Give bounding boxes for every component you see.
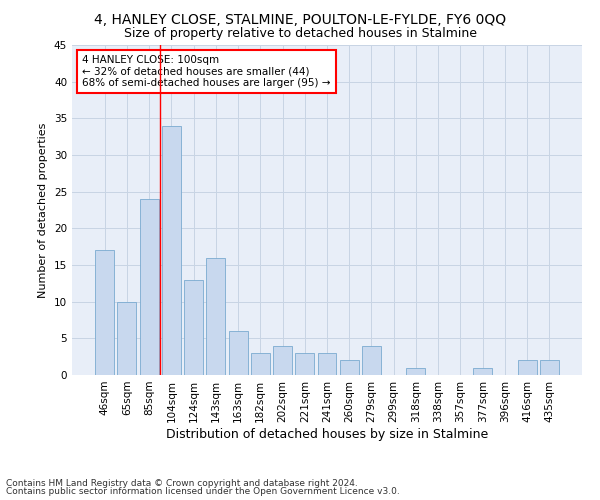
X-axis label: Distribution of detached houses by size in Stalmine: Distribution of detached houses by size … xyxy=(166,428,488,440)
Bar xyxy=(540,360,559,375)
Text: Contains HM Land Registry data © Crown copyright and database right 2024.: Contains HM Land Registry data © Crown c… xyxy=(6,478,358,488)
Bar xyxy=(229,331,248,375)
Bar xyxy=(118,302,136,375)
Text: 4, HANLEY CLOSE, STALMINE, POULTON-LE-FYLDE, FY6 0QQ: 4, HANLEY CLOSE, STALMINE, POULTON-LE-FY… xyxy=(94,12,506,26)
Bar xyxy=(406,368,425,375)
Bar xyxy=(340,360,359,375)
Bar xyxy=(518,360,536,375)
Bar xyxy=(473,368,492,375)
Bar xyxy=(162,126,181,375)
Text: 4 HANLEY CLOSE: 100sqm
← 32% of detached houses are smaller (44)
68% of semi-det: 4 HANLEY CLOSE: 100sqm ← 32% of detached… xyxy=(82,55,331,88)
Y-axis label: Number of detached properties: Number of detached properties xyxy=(38,122,49,298)
Bar xyxy=(317,353,337,375)
Bar xyxy=(362,346,381,375)
Bar xyxy=(251,353,270,375)
Bar xyxy=(295,353,314,375)
Text: Size of property relative to detached houses in Stalmine: Size of property relative to detached ho… xyxy=(124,28,476,40)
Bar xyxy=(273,346,292,375)
Bar xyxy=(140,199,158,375)
Bar xyxy=(184,280,203,375)
Bar xyxy=(206,258,225,375)
Text: Contains public sector information licensed under the Open Government Licence v3: Contains public sector information licen… xyxy=(6,487,400,496)
Bar xyxy=(95,250,114,375)
